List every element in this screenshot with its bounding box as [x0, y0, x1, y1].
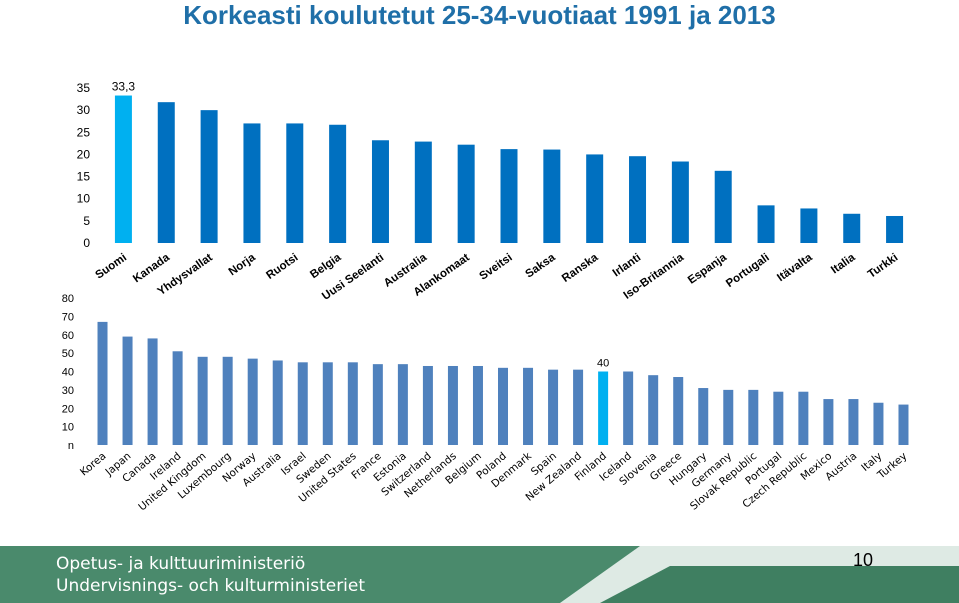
- chart1991-bar: [114, 95, 132, 244]
- chart1991-bar: [886, 215, 904, 243]
- chart1991-category-label: Belgia: [308, 251, 344, 281]
- chart1991-bar: [200, 110, 218, 244]
- chart1991-bar: [671, 161, 689, 243]
- chart2013-bar: [898, 404, 909, 445]
- chart1991-y-tick: 20: [77, 147, 91, 161]
- chart2013-bar: [673, 377, 684, 445]
- chart2013-y-tick: 40: [62, 367, 74, 379]
- chart1991-bar: [371, 140, 389, 243]
- chart1991-category-label: Itävalta: [775, 251, 815, 284]
- chart2013-bar: [848, 399, 859, 445]
- chart2013-bar: [523, 367, 534, 445]
- chart2013-bar: [773, 391, 784, 445]
- chart1991-bar: [757, 205, 775, 243]
- chart2013-y-tick: 10: [62, 422, 74, 434]
- chart2013-y-tick: 80: [62, 293, 74, 305]
- footer-banner: [0, 546, 959, 603]
- chart2013-bar: [823, 399, 834, 445]
- footer: Opetus- ja kulttuuriministeriö Undervisn…: [0, 546, 959, 603]
- chart2013-category-label: Korea: [78, 450, 109, 478]
- chart2013-bar: [172, 351, 183, 445]
- chart1991-bar: [243, 123, 261, 243]
- chart2013-bar: [472, 365, 483, 445]
- chart1991-y-tick: 30: [77, 103, 91, 117]
- chart2013-bar: [272, 360, 283, 445]
- slide-title: Korkeasti koulutetut 25-34-vuotiaat 1991…: [183, 0, 776, 30]
- chart2013-bar: [297, 362, 308, 445]
- chart1991-category-label: Ruotsi: [264, 252, 300, 282]
- chart2013-y-tick: 70: [62, 311, 74, 323]
- chart2013-bar: [222, 356, 233, 445]
- chart1991-y-tick: 5: [83, 214, 90, 228]
- chart1991-category-label: Turkki: [866, 252, 900, 281]
- chart1991-bar: [543, 149, 561, 243]
- chart1991-category-label: Sveitsi: [477, 252, 514, 283]
- chart1991-bar: [586, 154, 604, 243]
- chart1991-bar: [329, 124, 347, 243]
- chart1991-bar: [714, 170, 732, 243]
- chart2013-bar: [498, 367, 508, 445]
- chart1991-bar: [800, 208, 818, 243]
- footer-ministry-sv: Undervisnings- och kulturministeriet: [56, 576, 366, 596]
- chart1991-category-label: Norja: [227, 251, 258, 278]
- chart1991-category-label: Saksa: [523, 251, 558, 280]
- chart2013-bar: [447, 365, 458, 445]
- chart2013-y-tick: 60: [62, 330, 74, 342]
- chart1991-bar: [457, 144, 475, 243]
- chart2013-bar: [197, 356, 208, 445]
- chart2013-bar: [322, 362, 333, 445]
- chart2013-bar: [548, 369, 559, 445]
- chart2013-bar: [798, 391, 809, 445]
- chart1991-category-label: Ranska: [560, 251, 601, 285]
- chart1991-bar: [157, 102, 175, 244]
- chart2013-data-label: 40: [597, 358, 609, 370]
- chart2013-y-tick: 50: [62, 348, 74, 360]
- chart1991-data-label: 33,3: [112, 80, 136, 94]
- chart2013-bar: [397, 364, 408, 445]
- chart-2013: n1020304050607080KoreaJapanCanadaIreland…: [62, 293, 910, 513]
- chart1991-category-label: Espanja: [686, 251, 730, 286]
- chart2013-bar: [623, 371, 634, 445]
- chart2013-bar: [147, 338, 158, 445]
- chart1991-category-label: Portugali: [724, 252, 772, 290]
- chart1991-y-tick: 35: [77, 81, 91, 95]
- chart2013-bar: [598, 371, 609, 445]
- chart2013-bar: [748, 389, 759, 445]
- chart1991-y-tick: 10: [77, 192, 91, 206]
- chart2013-bar: [873, 402, 884, 445]
- chart1991-bar: [843, 213, 861, 243]
- chart1991-y-tick: 15: [77, 170, 91, 184]
- chart2013-bar: [97, 321, 108, 445]
- chart2013-bar: [573, 369, 584, 445]
- chart2013-bar: [723, 389, 734, 445]
- chart1991-bar: [500, 149, 518, 243]
- chart1991-bar: [414, 141, 432, 243]
- chart1991-category-label: Italia: [829, 251, 858, 276]
- chart1991-bar: [286, 123, 304, 243]
- chart2013-y-tick: 30: [62, 385, 74, 397]
- chart1991-bar: [629, 156, 647, 243]
- footer-ministry-fi: Opetus- ja kulttuuriministeriö: [56, 554, 306, 574]
- chart2013-bar: [247, 358, 258, 445]
- chart2013-bar: [122, 336, 133, 445]
- chart1991-category-label: Irlanti: [611, 252, 644, 280]
- chart2013-bar: [372, 364, 383, 445]
- chart2013-y-tick: n: [68, 440, 74, 452]
- chart2013-y-tick: 20: [62, 403, 74, 415]
- chart2013-bar: [422, 365, 433, 445]
- chart1991-category-label: Suomi: [93, 252, 129, 282]
- chart2013-bar: [347, 362, 358, 445]
- chart1991-y-tick: 0: [83, 236, 90, 250]
- page-number: 10: [852, 550, 874, 570]
- chart2013-bar: [648, 375, 659, 445]
- chart1991-y-tick: 25: [77, 125, 91, 139]
- chart2013-bar: [698, 388, 709, 445]
